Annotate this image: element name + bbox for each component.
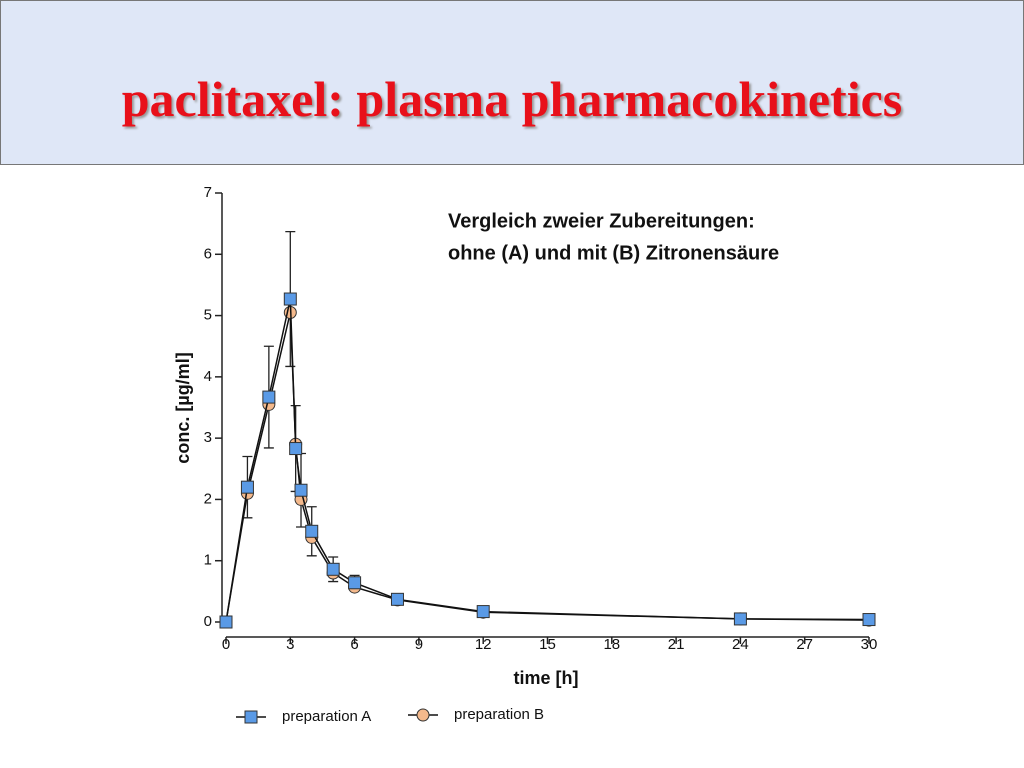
point	[476, 605, 490, 619]
x-tick-label: 21	[668, 636, 685, 653]
series-line	[225, 298, 870, 623]
point	[219, 615, 233, 629]
point	[262, 390, 276, 404]
point	[289, 442, 303, 456]
point	[305, 524, 319, 538]
y-tick-label: 6	[204, 245, 212, 262]
x-tick-label: 27	[796, 636, 813, 653]
legend-marker	[416, 708, 430, 722]
point	[240, 480, 254, 494]
legend-label: preparation B	[454, 706, 544, 723]
series-line	[225, 312, 870, 623]
chart-title: paclitaxel: plasma pharmacokinetics	[121, 71, 903, 127]
x-tick-label: 0	[222, 636, 230, 653]
annotation: Vergleich zweier Zubereitungen:	[448, 210, 755, 232]
y-tick-label: 3	[204, 429, 212, 446]
y-tick-label: 0	[204, 613, 212, 630]
y-tick-label: 1	[204, 552, 212, 569]
y-tick-label: 5	[204, 307, 212, 324]
x-tick-label: 6	[350, 636, 358, 653]
legend-label: preparation A	[282, 708, 371, 725]
x-tick-label: 3	[286, 636, 294, 653]
point	[326, 562, 340, 576]
point	[390, 592, 404, 606]
legend-marker	[244, 710, 258, 724]
point	[862, 613, 876, 627]
x-axis-label: time [h]	[514, 668, 579, 688]
point	[283, 292, 297, 306]
x-tick-label: 15	[539, 636, 556, 653]
y-tick-label: 2	[204, 490, 212, 507]
y-axis-label: conc. [µg/ml]	[173, 352, 193, 463]
point	[348, 576, 362, 590]
annotation: ohne (A) und mit (B) Zitronensäure	[448, 242, 779, 264]
header	[0, 0, 1024, 165]
x-tick-label: 24	[732, 636, 749, 653]
point	[294, 483, 308, 497]
x-tick-label: 30	[861, 636, 878, 653]
x-tick-label: 12	[475, 636, 492, 653]
y-tick-label: 4	[204, 368, 212, 385]
y-tick-label: 7	[204, 184, 212, 201]
x-tick-label: 9	[415, 636, 423, 653]
point	[733, 612, 747, 626]
x-tick-label: 18	[603, 636, 620, 653]
